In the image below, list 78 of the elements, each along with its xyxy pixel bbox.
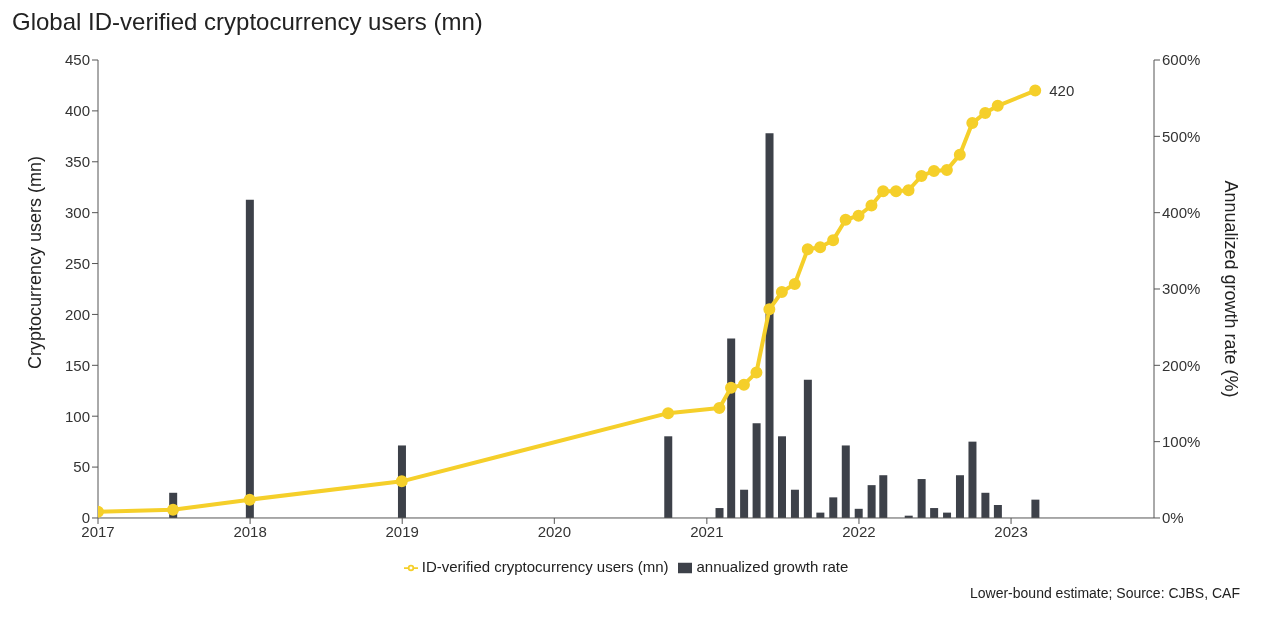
point [979, 106, 992, 119]
point [877, 185, 890, 198]
point [395, 475, 408, 488]
y-tick-label: 250 [64, 254, 90, 272]
x-tick-label: 2023 [994, 522, 1028, 540]
point [167, 503, 180, 516]
point [243, 493, 256, 506]
bar [841, 445, 850, 518]
bar [930, 508, 939, 518]
point [852, 209, 865, 222]
point [927, 164, 940, 177]
y2-axis-title: Annualized growth rate (%) [1220, 180, 1241, 398]
y2-tick-label: 500% [1162, 127, 1201, 145]
bar [727, 338, 736, 518]
point [915, 170, 928, 183]
bar [803, 379, 812, 518]
x-tick-label: 2021 [690, 522, 724, 540]
bar [955, 475, 964, 518]
point [953, 148, 966, 161]
y2-tick-label: 400% [1162, 203, 1201, 221]
y-tick-label: 300 [64, 203, 90, 221]
bar [790, 489, 799, 518]
point [750, 366, 763, 379]
y-axis-title: Cryptocurrency users (mn) [25, 155, 46, 369]
point [890, 185, 903, 198]
chart-title: Global ID-verified cryptocurrency users (mn) [12, 8, 484, 37]
y2-tick-label: 100% [1162, 432, 1201, 450]
point [788, 277, 801, 290]
point [1029, 84, 1042, 97]
text: Lower-bound estimate; Source: CJBS, CAF [969, 585, 1240, 601]
y-tick-label: 50 [73, 458, 90, 476]
point [991, 99, 1004, 112]
y-tick-label: 200 [64, 305, 90, 323]
bar [993, 504, 1002, 518]
bar [1031, 499, 1040, 518]
point [814, 241, 827, 254]
point [902, 184, 915, 197]
bar [879, 475, 888, 518]
point [865, 199, 878, 212]
bar [715, 508, 724, 518]
point [662, 407, 675, 420]
point [763, 303, 776, 316]
point [775, 286, 788, 299]
bar [752, 423, 761, 518]
y-tick-label: 350 [64, 153, 90, 171]
point [966, 117, 979, 130]
y-tick-label: 150 [64, 356, 90, 374]
bar [867, 485, 876, 518]
legend-label: annualized growth rate [696, 557, 849, 575]
point [827, 234, 840, 247]
point [725, 381, 738, 394]
y2-tick-label: 0% [1162, 509, 1184, 527]
y2-tick-label: 200% [1162, 356, 1201, 374]
x-tick-label: 2019 [385, 522, 419, 540]
bar [765, 133, 774, 518]
bar [664, 436, 673, 518]
x-tick-label: 2022 [842, 522, 876, 540]
point [713, 402, 726, 415]
bar [778, 436, 787, 518]
bar [740, 489, 749, 518]
y2-tick-label: 300% [1162, 280, 1201, 298]
bar [981, 492, 990, 518]
legend-label: ID-verified cryptocurrency users (mn) [421, 557, 669, 575]
data-label: 420 [1049, 81, 1075, 99]
bar [245, 199, 254, 518]
x-tick-label: 2020 [537, 522, 572, 540]
bar [917, 479, 926, 518]
y2-tick-label: 600% [1162, 51, 1201, 69]
bar [968, 441, 977, 518]
x-tick-label: 2018 [233, 522, 267, 540]
y-tick-label: 400 [64, 102, 90, 120]
point [801, 243, 814, 256]
point [839, 213, 852, 226]
point [940, 163, 953, 176]
bar [829, 497, 838, 518]
point [737, 378, 750, 391]
y-tick-label: 100 [64, 407, 90, 425]
y-tick-label: 450 [64, 51, 90, 69]
